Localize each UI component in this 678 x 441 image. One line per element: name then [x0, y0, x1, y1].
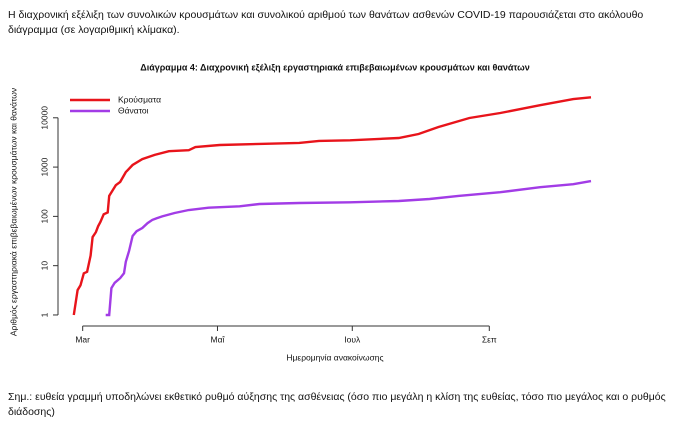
chart-title: Διάγραμμα 4: Διαχρονική εξέλιξη εργαστηρ…: [140, 62, 530, 72]
x-tick-label: Μαΐ: [211, 334, 226, 344]
legend-label: Κρούσματα: [118, 94, 161, 104]
x-tick-label: Σεπ: [482, 334, 497, 344]
y-tick-label: 1000: [39, 157, 49, 176]
y-axis-label: Αριθμός εργαστηριακά επιβεβαιωμένων κρου…: [8, 88, 18, 336]
series-line: [105, 179, 592, 317]
y-tick-label: 10000: [39, 106, 49, 130]
y-tick-label: 1: [39, 312, 49, 317]
x-tick-label: Mar: [75, 334, 90, 344]
y-tick-label: 100: [39, 209, 49, 223]
y-tick-label: 10: [39, 261, 49, 271]
series-line: [72, 96, 592, 316]
x-axis-label: Ημερομηνία ανακοίνωσης: [286, 352, 383, 362]
legend-label: Θάνατοι: [118, 105, 149, 115]
x-tick-label: Ιουλ: [344, 334, 361, 344]
note: Σημ.: ευθεία γραμμή υποδηλώνει εκθετικό …: [8, 391, 666, 418]
intro: Η διαχρονική εξέλιξη των συνολικών κρουσ…: [8, 9, 644, 36]
